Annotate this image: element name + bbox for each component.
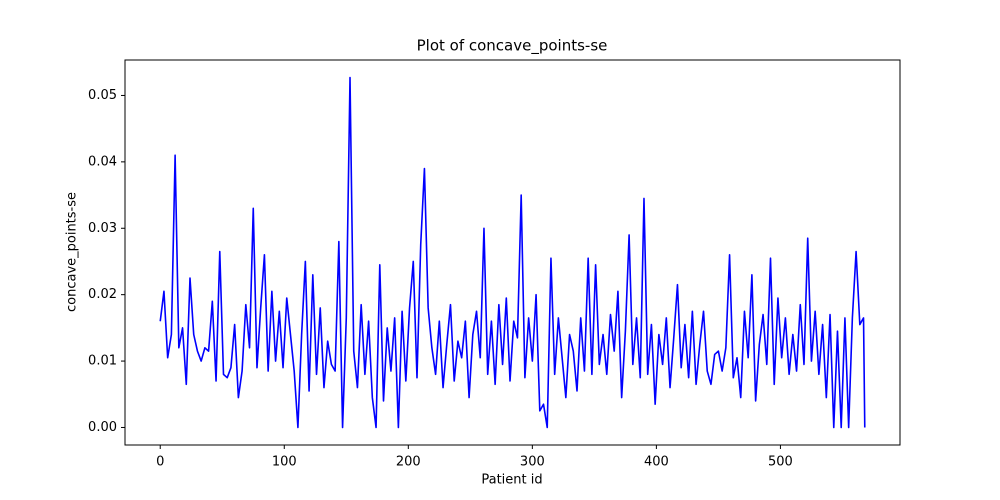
y-tick-label: 0.05 xyxy=(88,88,117,103)
y-tick-label: 0.00 xyxy=(88,420,117,435)
plot-frame xyxy=(124,59,901,446)
x-axis-label: Patient id xyxy=(481,473,542,488)
y-tick-label: 0.01 xyxy=(88,354,117,369)
chart-title: Plot of concave_points-se xyxy=(417,37,608,56)
x-tick-label: 200 xyxy=(396,455,421,470)
x-tick-label: 400 xyxy=(644,455,669,470)
y-tick-label: 0.04 xyxy=(88,154,117,169)
data-line xyxy=(159,76,866,429)
x-tick-label: 500 xyxy=(768,455,793,470)
x-tick-label: 100 xyxy=(272,455,297,470)
y-axis-label: concave_points-se xyxy=(65,192,80,312)
x-tick-label: 300 xyxy=(520,455,545,470)
x-tick-label: 0 xyxy=(156,455,164,470)
y-tick-label: 0.02 xyxy=(88,287,117,302)
y-tick-label: 0.03 xyxy=(88,221,117,236)
plot-area xyxy=(159,76,866,429)
